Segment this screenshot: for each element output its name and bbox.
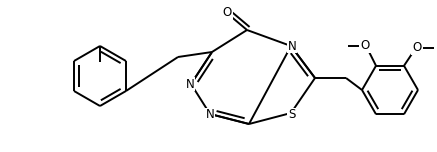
Text: N: N — [288, 40, 296, 52]
Text: O: O — [222, 7, 232, 19]
Text: S: S — [288, 109, 296, 121]
Text: O: O — [413, 41, 422, 54]
Text: O: O — [361, 39, 370, 52]
Text: N: N — [186, 78, 194, 90]
Text: N: N — [206, 109, 215, 121]
